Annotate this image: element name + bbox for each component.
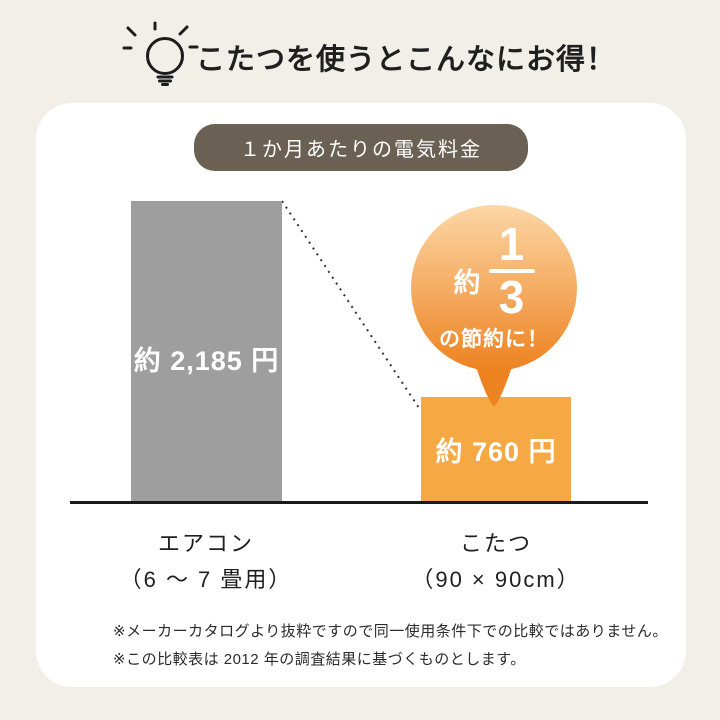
bar-kotatsu-value-label: 約 760 円 xyxy=(435,436,557,467)
fraction-one-third: 1 3 xyxy=(488,218,535,323)
fraction-denominator: 3 xyxy=(498,270,525,323)
bar-kotatsu: 約 760 円 xyxy=(421,397,571,501)
bar-aircon: 約 2,185 円 xyxy=(131,201,282,501)
category-kotatsu-line2: （90 × 90cm） xyxy=(411,567,581,592)
category-aircon-line1: エアコン xyxy=(157,531,254,556)
category-label-kotatsu: こたつ （90 × 90cm） xyxy=(376,526,616,598)
lightbulb-icon xyxy=(122,21,199,86)
page-title: こたつを使うとこんなにお得！ xyxy=(196,42,617,76)
balloon-suffix: の節約に！ xyxy=(439,327,549,351)
category-kotatsu-line1: こたつ xyxy=(459,531,532,556)
footnote-2: ※この比較表は 2012 年の調査結果に基づくものとします。 xyxy=(113,651,526,668)
fraction-bar xyxy=(488,268,535,273)
bar-aircon-value-label: 約 2,185 円 xyxy=(133,345,280,376)
axis-baseline xyxy=(70,501,648,504)
footnotes: ※メーカーカタログより抜粋ですので同一使用条件下での比較ではありません。 ※この… xyxy=(113,618,668,674)
balloon-shape-icon xyxy=(411,205,577,407)
chart-title-badge: １か月あたりの電気料金 xyxy=(194,124,528,171)
balloon-text: 約 1 3 の節約に！ xyxy=(409,221,579,353)
balloon-prefix: 約 xyxy=(453,268,481,299)
chart-card: １か月あたりの電気料金 約 2,185 円 約 760 円 xyxy=(36,103,686,687)
category-aircon-line2: （6 ～ 7 畳用） xyxy=(119,567,293,592)
savings-balloon: 約 1 3 の節約に！ xyxy=(409,203,579,409)
fraction-numerator: 1 xyxy=(498,218,525,270)
category-label-aircon: エアコン （6 ～ 7 畳用） xyxy=(86,526,326,598)
footnote-1: ※メーカーカタログより抜粋ですので同一使用条件下での比較ではありません。 xyxy=(113,623,668,640)
